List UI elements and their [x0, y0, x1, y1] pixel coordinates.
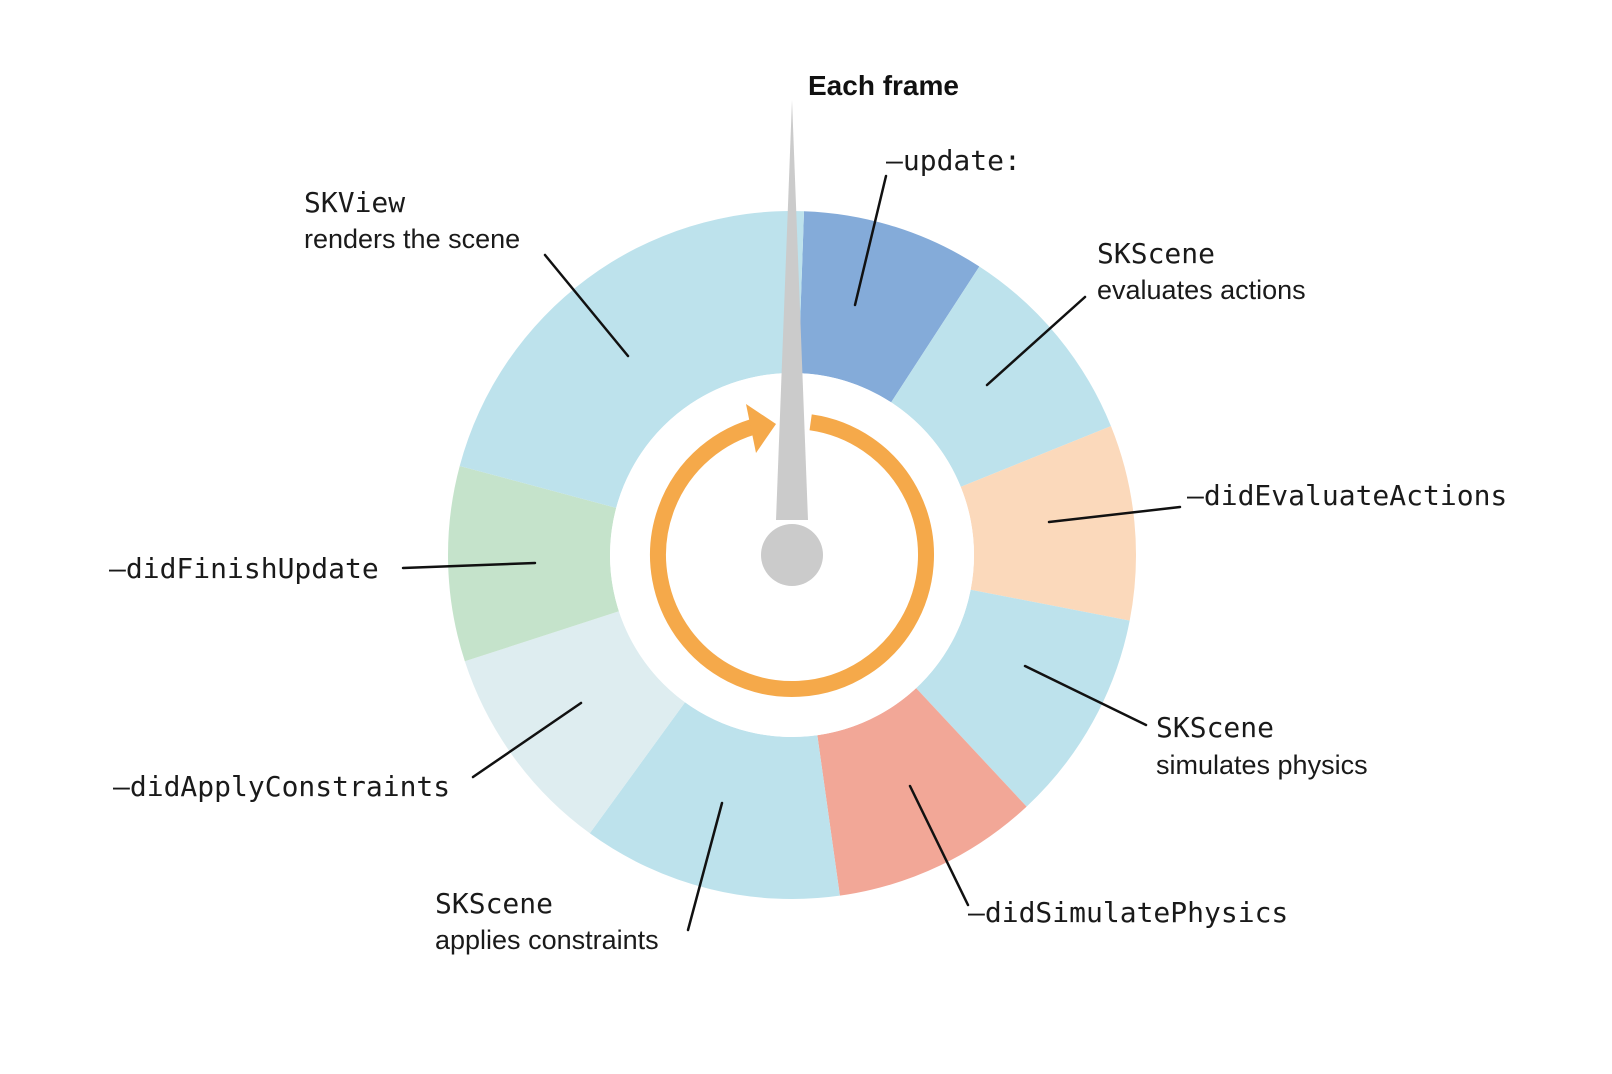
frame-pointer-icon: [761, 100, 823, 586]
segment-update: [798, 211, 980, 403]
label-did-apply-constraints: –didApplyConstraints: [113, 770, 450, 803]
label-simulate-physics-description: simulates physics: [1156, 750, 1368, 780]
leader-render: [543, 253, 630, 358]
label-evaluate-actions-object: SKScene: [1097, 237, 1215, 270]
label-did-simulate-physics: –didSimulatePhysics: [968, 896, 1288, 929]
label-update: –update:: [886, 144, 1021, 177]
leader-update: [853, 174, 888, 307]
phase-ring: [448, 211, 1136, 899]
label-simulate-physics-object: SKScene: [1156, 711, 1274, 744]
leader-did-finish-update: [401, 561, 537, 570]
label-did-finish-update: –didFinishUpdate: [109, 552, 379, 585]
segment-did-apply-constraints: [464, 611, 686, 834]
segment-apply-constraints: [589, 702, 840, 899]
segment-evaluate-actions: [891, 266, 1111, 487]
leader-apply-constraints: [686, 801, 724, 932]
diagram-title: Each frame: [808, 70, 959, 101]
leader-simulate-physics: [1023, 664, 1148, 727]
label-render-description: renders the scene: [304, 224, 520, 254]
segment-simulate-physics: [916, 589, 1130, 807]
segment-did-evaluate-actions: [960, 426, 1136, 621]
label-render-object: SKView: [304, 186, 405, 219]
label-apply-constraints-description: applies constraints: [435, 925, 659, 955]
leader-did-apply-constraints: [471, 701, 583, 779]
leader-lines: [401, 174, 1182, 932]
leader-did-evaluate-actions: [1047, 505, 1182, 524]
leader-did-simulate-physics: [908, 784, 970, 907]
label-apply-constraints-object: SKScene: [435, 887, 553, 920]
label-did-evaluate-actions: –didEvaluateActions: [1187, 479, 1507, 512]
segment-render: [459, 211, 805, 508]
label-evaluate-actions-description: evaluates actions: [1097, 275, 1306, 305]
segment-did-simulate-physics: [817, 688, 1027, 896]
leader-evaluate-actions: [985, 295, 1087, 387]
loop-arrow-icon: [650, 404, 934, 697]
